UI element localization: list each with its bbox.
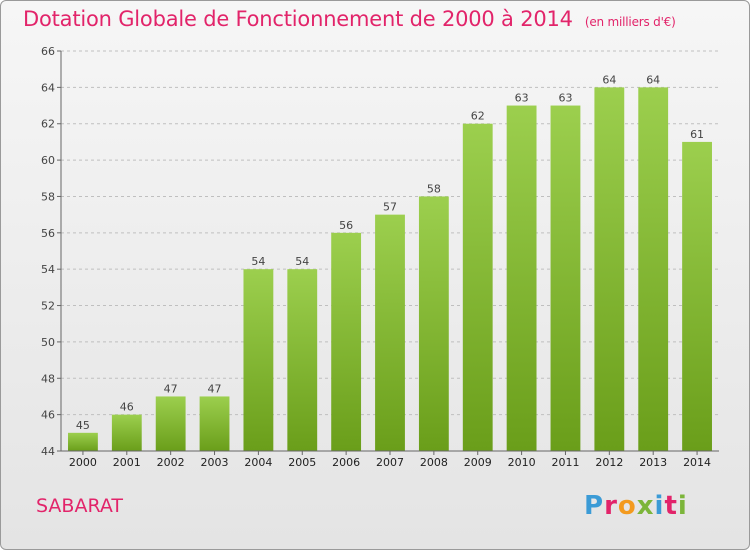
- logo-letter: t: [664, 491, 678, 521]
- data-label: 63: [515, 92, 529, 105]
- data-label: 54: [251, 255, 265, 268]
- x-tick-label: 2013: [639, 456, 667, 469]
- bar: [375, 214, 405, 451]
- bar: [506, 105, 537, 451]
- data-label: 46: [120, 401, 134, 414]
- y-tick-label: 52: [41, 300, 55, 313]
- data-label: 58: [427, 182, 441, 195]
- logo-letter: x: [636, 491, 655, 521]
- data-label: 61: [690, 128, 704, 141]
- data-label: 47: [208, 382, 222, 395]
- bar: [155, 396, 186, 451]
- bar: [68, 432, 98, 451]
- y-tick-label: 64: [41, 81, 55, 94]
- logo-letter: o: [617, 491, 637, 521]
- x-tick-label: 2000: [69, 456, 97, 469]
- data-label: 57: [383, 201, 397, 214]
- x-tick-label: 2007: [376, 456, 404, 469]
- x-tick-label: 2012: [595, 456, 623, 469]
- y-axis: 44 46 48 50 52 54 56 58 60 62 64 66: [41, 45, 62, 458]
- y-tick-label: 60: [41, 154, 55, 167]
- data-label: 63: [558, 92, 572, 105]
- bar: [682, 141, 712, 451]
- logo-letter: P: [584, 491, 605, 521]
- data-label: 54: [295, 255, 309, 268]
- chart-title: Dotation Globale de Fonctionnement de 20…: [23, 7, 676, 31]
- y-tick-label: 58: [41, 190, 55, 203]
- x-tick-label: 2002: [157, 456, 185, 469]
- y-tick-label: 44: [41, 445, 55, 458]
- bars: 45 46 47 47 54 54 56 57 58 62 63 63 64 64 61: [68, 73, 712, 452]
- bar: [594, 87, 625, 451]
- logo-letter: r: [604, 491, 618, 521]
- x-tick-label: 2005: [288, 456, 316, 469]
- bar: [638, 87, 669, 451]
- x-tick-label: 2008: [420, 456, 448, 469]
- y-tick-label: 56: [41, 227, 55, 240]
- bar: [199, 396, 230, 451]
- x-tick-label: 2014: [683, 456, 711, 469]
- logo-letter: i: [654, 491, 665, 521]
- y-tick-label: 66: [41, 45, 55, 58]
- bar: [418, 196, 449, 451]
- x-tick-label: 2004: [244, 456, 272, 469]
- x-tick-label: 2001: [113, 456, 141, 469]
- bar: [462, 123, 493, 452]
- x-axis: 2000 2001 2002 2003 2004 2005 2006 2007 2008 2009…: [61, 450, 719, 469]
- bar: [331, 232, 362, 451]
- x-tick-label: 2010: [508, 456, 536, 469]
- chart-subtitle: (en milliers d'€): [584, 15, 676, 29]
- data-label: 45: [76, 419, 90, 432]
- commune-name: SABARAT: [36, 495, 124, 517]
- x-tick-label: 2003: [201, 456, 229, 469]
- bar: [550, 105, 581, 451]
- data-label: 64: [602, 73, 616, 86]
- x-tick-label: 2011: [551, 456, 579, 469]
- proxiti-logo: Proxiti: [584, 491, 688, 521]
- logo-letter: i: [677, 491, 688, 521]
- data-label: 62: [471, 110, 485, 123]
- bar: [243, 269, 274, 451]
- x-tick-label: 2009: [464, 456, 492, 469]
- data-label: 56: [339, 219, 353, 232]
- y-tick-label: 50: [41, 336, 55, 349]
- y-tick-label: 46: [41, 409, 55, 422]
- data-label: 47: [164, 382, 178, 395]
- y-tick-label: 62: [41, 118, 55, 131]
- y-tick-label: 48: [41, 372, 55, 385]
- x-tick-label: 2006: [332, 456, 360, 469]
- y-tick-label: 54: [41, 263, 55, 276]
- chart-title-text: Dotation Globale de Fonctionnement de 20…: [23, 7, 573, 31]
- data-label: 64: [646, 73, 660, 86]
- bar: [287, 269, 318, 451]
- bar: [111, 414, 142, 451]
